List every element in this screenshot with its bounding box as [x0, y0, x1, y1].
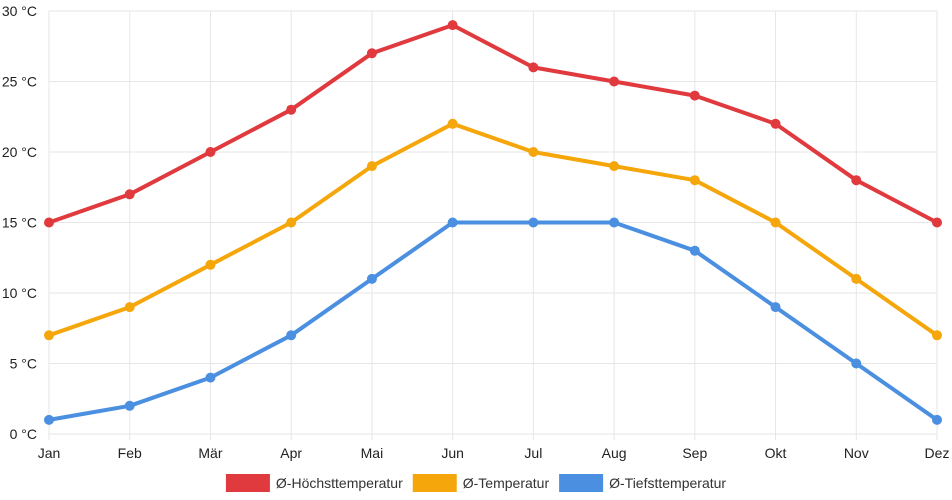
x-tick-label: Jul: [524, 445, 542, 461]
data-point[interactable]: [366, 273, 377, 284]
x-tick-label: Aug: [602, 445, 627, 461]
data-point[interactable]: [286, 104, 297, 115]
series-line: [47, 121, 939, 338]
legend-label: Ø-Höchsttemperatur: [276, 475, 403, 491]
data-point[interactable]: [689, 90, 700, 101]
data-point[interactable]: [528, 62, 539, 73]
data-point[interactable]: [609, 76, 620, 87]
data-point[interactable]: [44, 414, 54, 425]
data-point[interactable]: [689, 175, 700, 186]
data-point[interactable]: [366, 48, 377, 59]
data-point[interactable]: [851, 273, 862, 284]
x-tick-label: Okt: [765, 445, 787, 461]
x-tick-label: Mär: [198, 445, 222, 461]
data-point[interactable]: [609, 217, 620, 228]
data-point[interactable]: [689, 245, 700, 256]
legend: Ø-Höchsttemperatur Ø-Temperatur Ø-Tiefstte…: [225, 474, 726, 492]
data-point[interactable]: [205, 147, 216, 157]
data-point[interactable]: [286, 330, 297, 341]
series-line: [47, 220, 939, 422]
x-tick-label: Sep: [682, 445, 707, 461]
data-point[interactable]: [770, 302, 781, 313]
series-line: [47, 23, 939, 225]
x-axis: Jan Feb Mär Apr Mai Jun Jul Aug Sep Okt Nov Dez: [38, 445, 950, 461]
data-point[interactable]: [44, 217, 54, 228]
data-point[interactable]: [851, 358, 862, 369]
x-tick-label: Mai: [361, 445, 384, 461]
data-point[interactable]: [851, 175, 862, 186]
data-point[interactable]: [932, 414, 942, 425]
legend-swatch: [412, 474, 457, 492]
data-point[interactable]: [528, 217, 539, 228]
x-tick-label: Dez: [925, 445, 950, 461]
grid: [48, 10, 938, 440]
data-point[interactable]: [124, 400, 135, 411]
legend-swatch: [225, 474, 270, 492]
legend-item[interactable]: Ø-Höchsttemperatur: [225, 474, 403, 492]
legend-item[interactable]: Ø-Temperatur: [412, 474, 550, 492]
y-tick-label: 15 °C: [2, 215, 37, 231]
data-point[interactable]: [932, 330, 942, 341]
y-tick-label: 10 °C: [2, 285, 37, 301]
x-tick-label: Jun: [441, 445, 464, 461]
data-point[interactable]: [205, 259, 216, 270]
legend-swatch: [559, 474, 604, 492]
x-tick-label: Nov: [844, 445, 869, 461]
data-point[interactable]: [124, 302, 135, 313]
legend-item[interactable]: Ø-Tiefsttemperatur: [559, 474, 726, 492]
data-point[interactable]: [528, 147, 539, 157]
data-point[interactable]: [366, 161, 377, 172]
y-axis: 0 °C 5 °C 10 °C 15 °C 20 °C 25 °C 30 °C: [2, 3, 37, 442]
y-tick-label: 30 °C: [2, 3, 37, 19]
data-point[interactable]: [447, 217, 458, 228]
series-layer: [44, 20, 942, 425]
data-point[interactable]: [447, 118, 458, 129]
x-tick-label: Jan: [38, 445, 61, 461]
x-tick-label: Feb: [118, 445, 142, 461]
data-point[interactable]: [205, 372, 216, 383]
data-point[interactable]: [286, 217, 297, 228]
x-tick-label: Apr: [280, 445, 302, 461]
legend-label: Ø-Tiefsttemperatur: [609, 475, 726, 491]
y-tick-label: 0 °C: [10, 426, 37, 442]
data-point[interactable]: [770, 217, 781, 228]
data-point[interactable]: [932, 217, 942, 228]
data-point[interactable]: [44, 330, 54, 341]
data-point[interactable]: [609, 161, 620, 172]
data-point[interactable]: [447, 20, 458, 31]
y-tick-label: 20 °C: [2, 144, 37, 160]
data-point[interactable]: [124, 189, 135, 200]
data-point[interactable]: [770, 118, 781, 129]
legend-label: Ø-Temperatur: [463, 475, 550, 491]
y-tick-label: 25 °C: [2, 74, 37, 90]
y-tick-label: 5 °C: [10, 356, 37, 372]
